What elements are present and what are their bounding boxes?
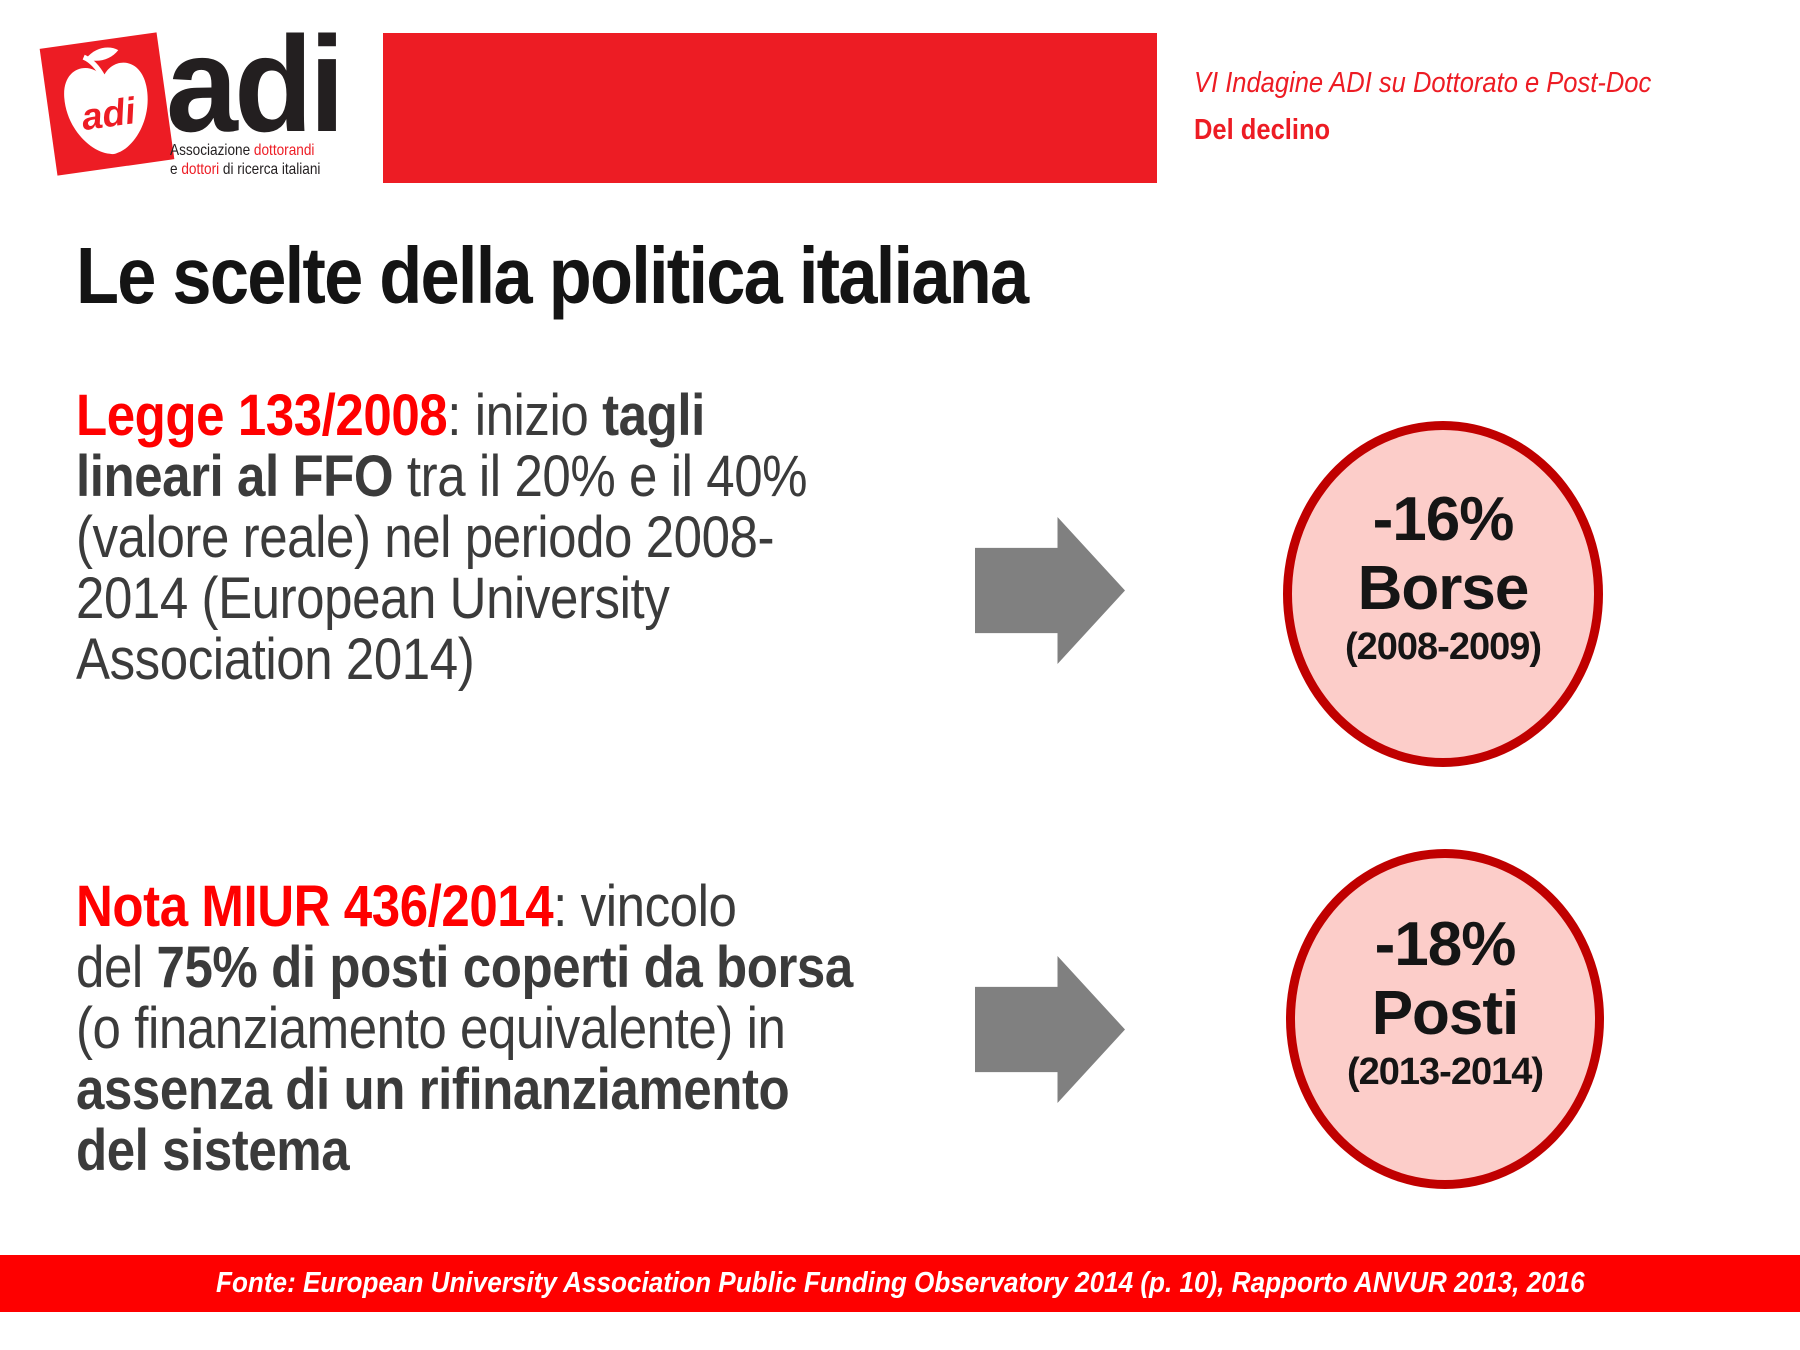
page-title: Le scelte della politica italiana [76, 231, 1029, 320]
survey-title-line: VI Indagine ADI su Dottorato e Post-Doc [1194, 67, 1652, 99]
logo-tagline: Associazione dottorandi e dottori di rice… [170, 142, 321, 178]
arrow-right-icon [975, 956, 1125, 1103]
apple-stem [82, 54, 106, 79]
source-text: Fonte: European University Association P… [215, 1267, 1585, 1299]
red-banner [383, 33, 1157, 183]
law-133-paragraph: Legge 133/2008: inizio tagli lineari al F… [76, 383, 808, 692]
nota-miur-paragraph: Nota MIUR 436/2014: vincolo del 75% di po… [76, 874, 853, 1183]
apple-icon: adi [64, 47, 148, 155]
stat-range: (2013-2014) [1346, 1051, 1544, 1093]
logo-brand-text: adi [166, 8, 345, 160]
stat-label: Borse [1357, 554, 1530, 623]
footer-bar: Fonte: European University Association P… [0, 1255, 1800, 1312]
stat-circle-posti-content: -18% Posti (2013-2014) [1346, 910, 1544, 1095]
stat-percentage: -16% [1372, 485, 1515, 554]
stat-range: (2008-2009) [1344, 626, 1542, 668]
stat-circle-borse-content: -16% Borse (2008-2009) [1344, 485, 1542, 670]
apple-leaf-icon [86, 47, 119, 61]
header-right: VI Indagine ADI su Dottorato e Post-Doc … [1194, 66, 1651, 147]
stat-circle-posti: -18% Posti (2013-2014) [1286, 849, 1604, 1189]
stat-percentage: -18% [1374, 910, 1517, 979]
logo-apple-text: adi [79, 89, 139, 138]
apple-body [64, 62, 148, 155]
survey-subtitle-line: Del declino [1194, 114, 1331, 146]
arrow-right-icon [975, 517, 1125, 664]
stat-label: Posti [1371, 979, 1520, 1048]
stat-circle-borse: -16% Borse (2008-2009) [1283, 421, 1603, 767]
adi-logo: adi [39, 32, 175, 176]
